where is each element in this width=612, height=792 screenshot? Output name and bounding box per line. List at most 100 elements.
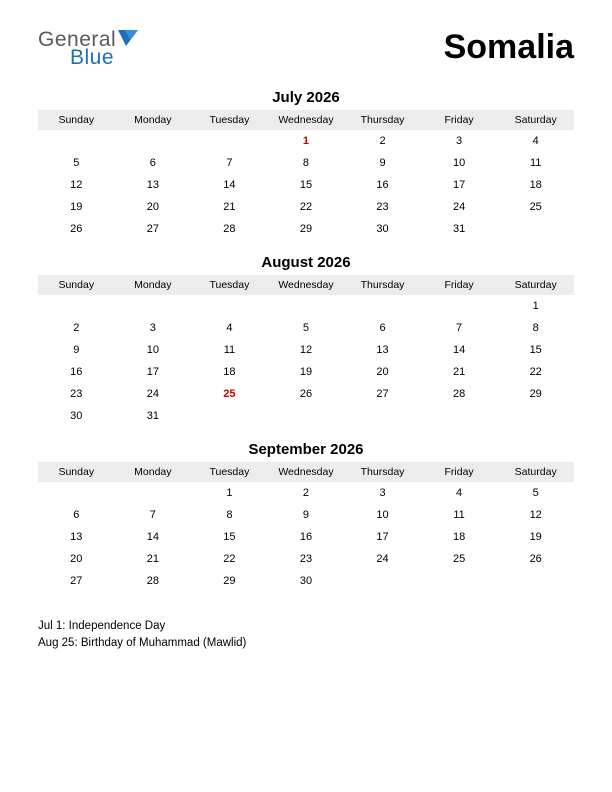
calendar-week-row: 16171819202122 xyxy=(38,361,574,383)
calendar-day-cell: 15 xyxy=(268,174,345,196)
calendar-week-row: 567891011 xyxy=(38,152,574,174)
logo: General Blue xyxy=(38,30,138,67)
day-header: Sunday xyxy=(38,462,115,482)
calendar-day-cell xyxy=(38,130,115,152)
calendar-day-cell: 23 xyxy=(268,548,345,570)
calendar-day-cell: 4 xyxy=(497,130,574,152)
calendar-day-cell: 20 xyxy=(344,361,421,383)
calendar-day-cell: 16 xyxy=(38,361,115,383)
calendar-day-cell: 5 xyxy=(497,482,574,504)
day-header: Wednesday xyxy=(268,275,345,295)
calendar-day-cell: 24 xyxy=(115,383,192,405)
calendar-day-cell: 11 xyxy=(421,504,498,526)
calendar-day-cell: 5 xyxy=(38,152,115,174)
calendar-day-cell: 20 xyxy=(38,548,115,570)
calendar-day-cell: 12 xyxy=(497,504,574,526)
calendar-day-cell: 11 xyxy=(191,339,268,361)
calendar-day-cell: 23 xyxy=(38,383,115,405)
calendar-day-cell: 29 xyxy=(268,218,345,240)
calendar-day-cell: 21 xyxy=(421,361,498,383)
calendar-day-cell: 12 xyxy=(268,339,345,361)
calendar-day-cell: 16 xyxy=(268,526,345,548)
calendar-day-cell: 6 xyxy=(38,504,115,526)
calendar-day-cell: 17 xyxy=(115,361,192,383)
calendar-table: SundayMondayTuesdayWednesdayThursdayFrid… xyxy=(38,275,574,427)
calendar-week-row: 12345 xyxy=(38,482,574,504)
month-title: July 2026 xyxy=(38,89,574,106)
calendar-day-cell: 7 xyxy=(191,152,268,174)
month-title: August 2026 xyxy=(38,254,574,271)
calendar-day-cell: 22 xyxy=(191,548,268,570)
day-header: Friday xyxy=(421,275,498,295)
calendar-day-cell: 17 xyxy=(344,526,421,548)
calendar-day-cell: 18 xyxy=(191,361,268,383)
calendar-day-cell: 28 xyxy=(115,570,192,592)
calendar-day-cell: 18 xyxy=(497,174,574,196)
calendar-day-cell: 26 xyxy=(497,548,574,570)
calendar-day-cell: 1 xyxy=(191,482,268,504)
calendar-day-cell: 3 xyxy=(421,130,498,152)
calendar-day-cell xyxy=(344,295,421,317)
calendar-day-cell xyxy=(191,295,268,317)
calendar-day-cell: 28 xyxy=(421,383,498,405)
day-header: Tuesday xyxy=(191,275,268,295)
calendar-day-cell: 21 xyxy=(115,548,192,570)
calendar-week-row: 1 xyxy=(38,295,574,317)
day-header: Friday xyxy=(421,462,498,482)
calendar-day-cell: 27 xyxy=(344,383,421,405)
calendar-day-cell xyxy=(344,570,421,592)
day-header: Monday xyxy=(115,110,192,130)
calendar-day-cell: 9 xyxy=(38,339,115,361)
day-header: Tuesday xyxy=(191,110,268,130)
calendar-day-cell: 31 xyxy=(421,218,498,240)
calendar-week-row: 2345678 xyxy=(38,317,574,339)
calendar-day-cell: 2 xyxy=(344,130,421,152)
calendar-week-row: 13141516171819 xyxy=(38,526,574,548)
logo-text-blue: Blue xyxy=(70,49,138,67)
calendars-container: July 2026SundayMondayTuesdayWednesdayThu… xyxy=(38,89,574,592)
holiday-list: Jul 1: Independence DayAug 25: Birthday … xyxy=(38,618,574,653)
calendar-day-cell: 24 xyxy=(421,196,498,218)
day-header: Thursday xyxy=(344,110,421,130)
calendar-day-cell: 11 xyxy=(497,152,574,174)
calendar-day-cell xyxy=(497,218,574,240)
calendar-day-cell xyxy=(115,130,192,152)
day-header: Wednesday xyxy=(268,462,345,482)
calendar-day-cell: 6 xyxy=(115,152,192,174)
calendar-day-cell: 8 xyxy=(268,152,345,174)
calendar-day-cell: 8 xyxy=(191,504,268,526)
calendar-day-cell: 13 xyxy=(344,339,421,361)
calendar-day-cell xyxy=(191,405,268,427)
calendar-day-cell xyxy=(115,482,192,504)
calendar-day-cell: 19 xyxy=(268,361,345,383)
calendar-day-cell: 25 xyxy=(497,196,574,218)
calendar-day-cell: 25 xyxy=(191,383,268,405)
calendar-day-cell: 4 xyxy=(421,482,498,504)
calendar-day-cell: 15 xyxy=(497,339,574,361)
month-title: September 2026 xyxy=(38,441,574,458)
calendar-day-cell: 19 xyxy=(38,196,115,218)
calendar-day-cell: 8 xyxy=(497,317,574,339)
calendar-day-cell: 19 xyxy=(497,526,574,548)
calendar-day-cell: 30 xyxy=(344,218,421,240)
calendar-day-cell: 14 xyxy=(115,526,192,548)
day-header: Sunday xyxy=(38,110,115,130)
day-header: Thursday xyxy=(344,275,421,295)
calendar-day-cell: 4 xyxy=(191,317,268,339)
day-header: Saturday xyxy=(497,462,574,482)
logo-triangle-icon xyxy=(118,30,138,49)
calendar-week-row: 23242526272829 xyxy=(38,383,574,405)
calendar-day-cell: 21 xyxy=(191,196,268,218)
calendar-day-cell: 29 xyxy=(191,570,268,592)
calendar-day-cell: 2 xyxy=(268,482,345,504)
calendar-week-row: 1234 xyxy=(38,130,574,152)
calendar-day-cell xyxy=(38,482,115,504)
day-header: Sunday xyxy=(38,275,115,295)
calendar-day-cell: 9 xyxy=(344,152,421,174)
calendar-day-cell: 1 xyxy=(497,295,574,317)
calendar-day-cell xyxy=(115,295,192,317)
day-header: Friday xyxy=(421,110,498,130)
holiday-entry: Jul 1: Independence Day xyxy=(38,618,574,635)
calendar-day-cell: 7 xyxy=(115,504,192,526)
calendar-day-cell xyxy=(38,295,115,317)
